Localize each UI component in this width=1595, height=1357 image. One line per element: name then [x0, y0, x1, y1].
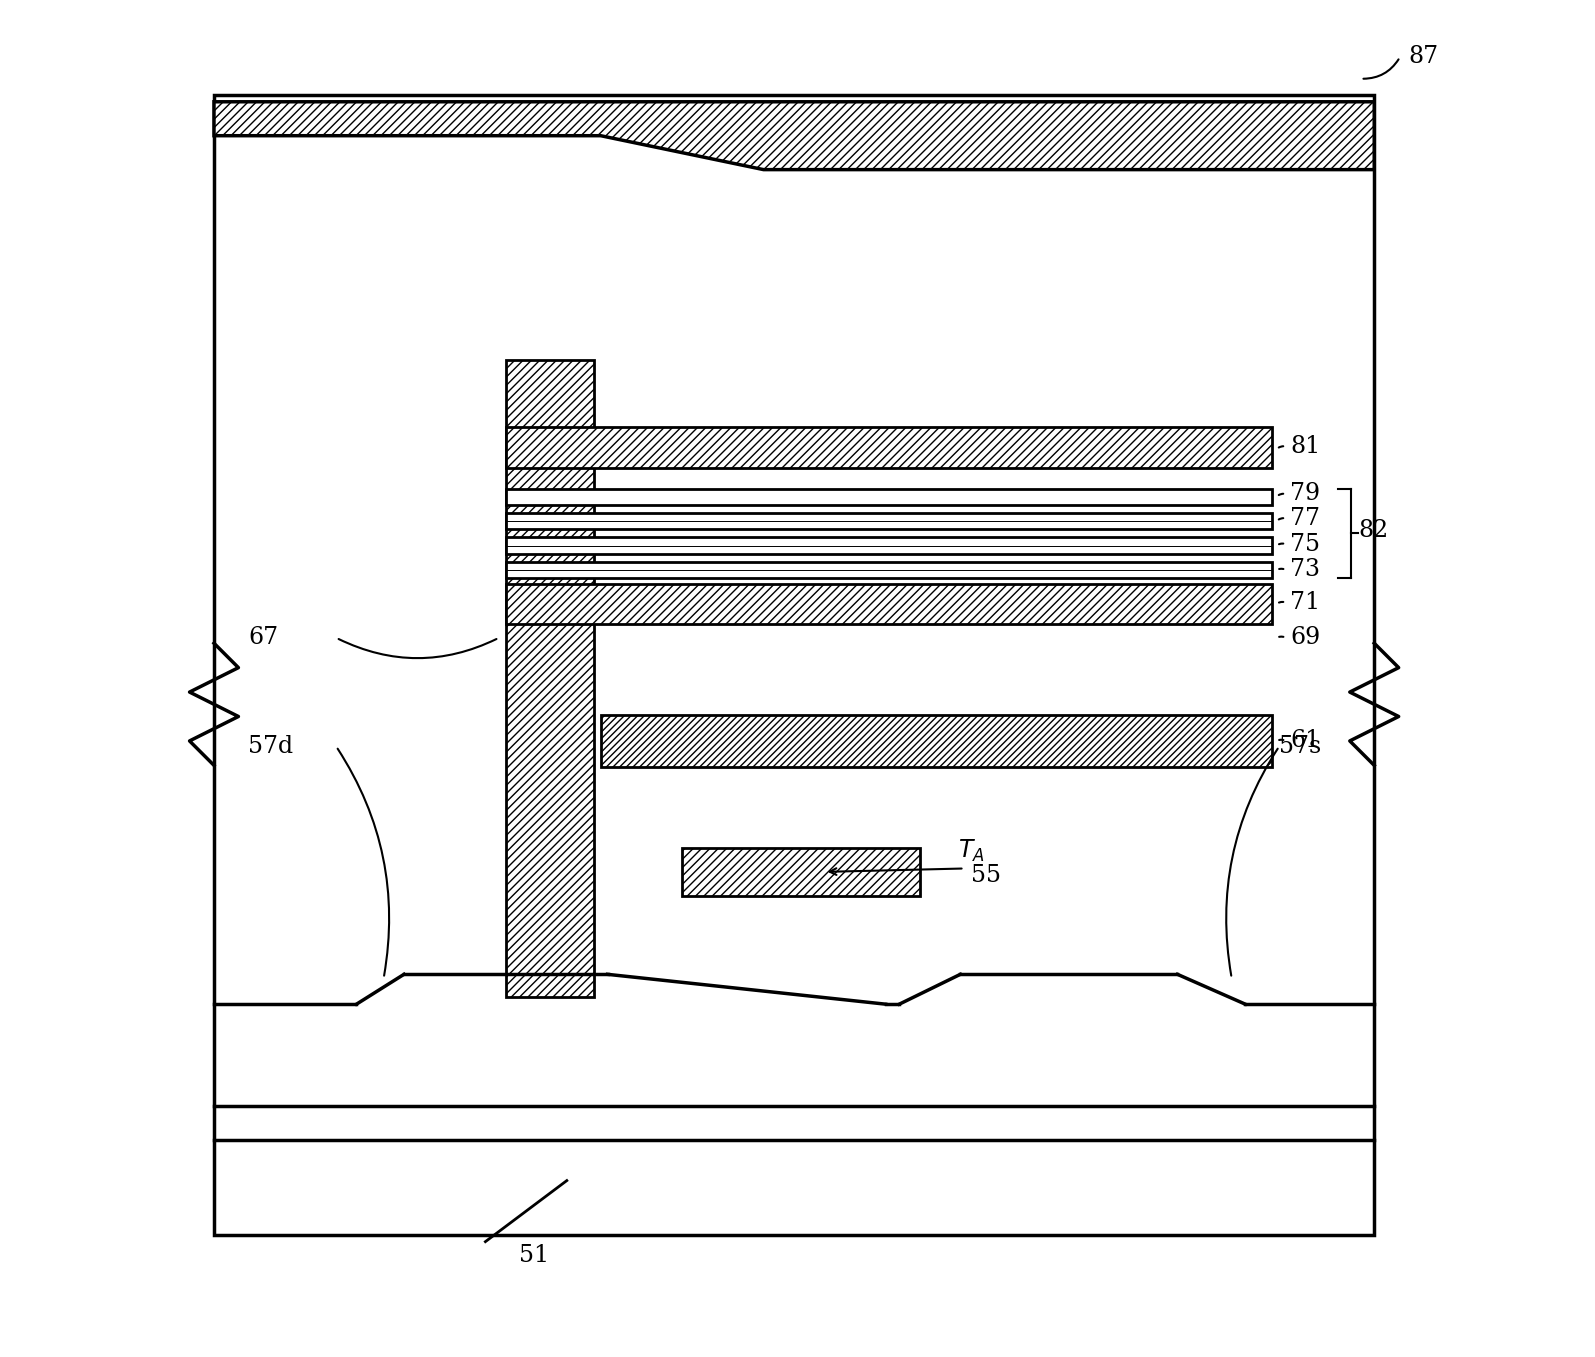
Text: 55: 55 — [971, 864, 1002, 886]
FancyArrowPatch shape — [829, 868, 962, 875]
Text: 57d: 57d — [247, 735, 293, 757]
Bar — [506, 489, 1273, 505]
FancyArrowPatch shape — [1227, 749, 1278, 976]
Text: 87: 87 — [1408, 46, 1439, 68]
Text: 61: 61 — [1290, 730, 1321, 752]
Bar — [506, 513, 1273, 529]
Bar — [683, 848, 920, 896]
Bar — [506, 360, 593, 997]
Text: 75: 75 — [1290, 533, 1321, 555]
Bar — [506, 584, 1273, 624]
FancyArrowPatch shape — [338, 639, 496, 658]
Bar — [214, 95, 1375, 1235]
Text: 79: 79 — [1290, 483, 1321, 505]
Bar — [506, 427, 1273, 468]
Text: 77: 77 — [1290, 508, 1321, 529]
Text: 67: 67 — [247, 627, 278, 649]
Polygon shape — [214, 102, 1375, 170]
Text: 81: 81 — [1290, 436, 1321, 457]
Bar — [506, 537, 1273, 554]
Bar — [506, 562, 1273, 578]
FancyArrowPatch shape — [338, 749, 389, 976]
Text: 73: 73 — [1290, 559, 1321, 581]
Text: 69: 69 — [1290, 627, 1321, 649]
Bar — [601, 715, 1273, 767]
Text: 71: 71 — [1290, 592, 1321, 613]
Text: 51: 51 — [520, 1244, 549, 1266]
Text: 57s: 57s — [1279, 735, 1322, 757]
FancyArrowPatch shape — [1364, 60, 1399, 79]
Text: 82: 82 — [1357, 520, 1388, 541]
Text: $T_A$: $T_A$ — [957, 837, 984, 864]
